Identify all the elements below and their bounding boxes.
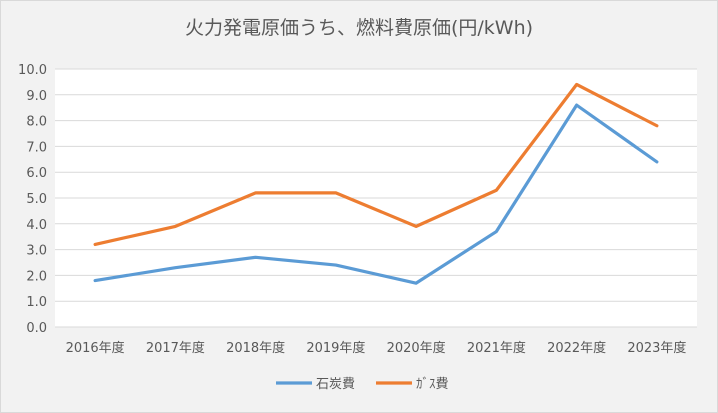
y-tick-label: 7.0 bbox=[26, 140, 47, 155]
series-line-1 bbox=[93, 103, 659, 285]
y-tick-label: 1.0 bbox=[26, 295, 47, 310]
x-tick-label: 2022年度 bbox=[547, 340, 606, 356]
x-tick-label: 2020年度 bbox=[387, 340, 446, 356]
y-tick-label: 0.0 bbox=[26, 321, 47, 336]
x-tick-label: 2018年度 bbox=[226, 340, 285, 356]
x-tick-label: 2019年度 bbox=[306, 340, 365, 356]
y-tick-label: 3.0 bbox=[26, 244, 47, 259]
y-tick-label: 4.0 bbox=[26, 218, 47, 233]
x-tick-label: 2017年度 bbox=[146, 340, 205, 356]
y-tick-label: 8.0 bbox=[26, 115, 47, 130]
x-tick-label: 2021年度 bbox=[467, 340, 526, 356]
series-line-2 bbox=[93, 82, 659, 247]
y-tick-label: 9.0 bbox=[26, 89, 47, 104]
legend-label: ｶﾞｽ費 bbox=[416, 377, 449, 392]
legend-label: 石炭費 bbox=[316, 377, 355, 392]
y-tick-label: 2.0 bbox=[26, 269, 47, 284]
y-tick-label: 6.0 bbox=[26, 166, 47, 181]
chart-title: 火力発電原価うち、燃料費原価(円/kWh) bbox=[185, 17, 533, 39]
x-tick-label: 2016年度 bbox=[66, 340, 125, 356]
x-tick-label: 2023年度 bbox=[627, 340, 686, 356]
y-tick-label: 5.0 bbox=[26, 192, 47, 207]
y-tick-label: 10.0 bbox=[18, 63, 47, 78]
